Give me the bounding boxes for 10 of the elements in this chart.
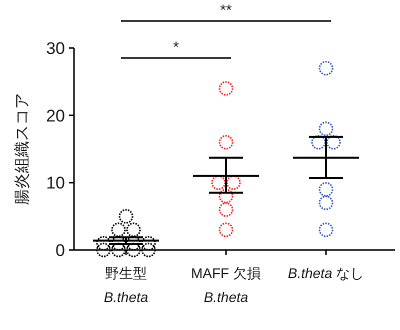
x-tick-label: MAFF 欠損 B.theta [191,265,261,305]
y-axis-title: 腸炎組織スコア [13,93,31,205]
y-tick-label: 0 [56,241,65,260]
x-tick-label: 野生型 B.theta [104,265,148,305]
text: ** [220,2,232,19]
y-tick-label: 20 [46,106,65,126]
y-tick-label: 30 [46,39,65,58]
y-tick-label: 10 [46,174,65,193]
annotation: * [173,39,180,56]
x-tick-label: B.theta なし [288,265,364,281]
